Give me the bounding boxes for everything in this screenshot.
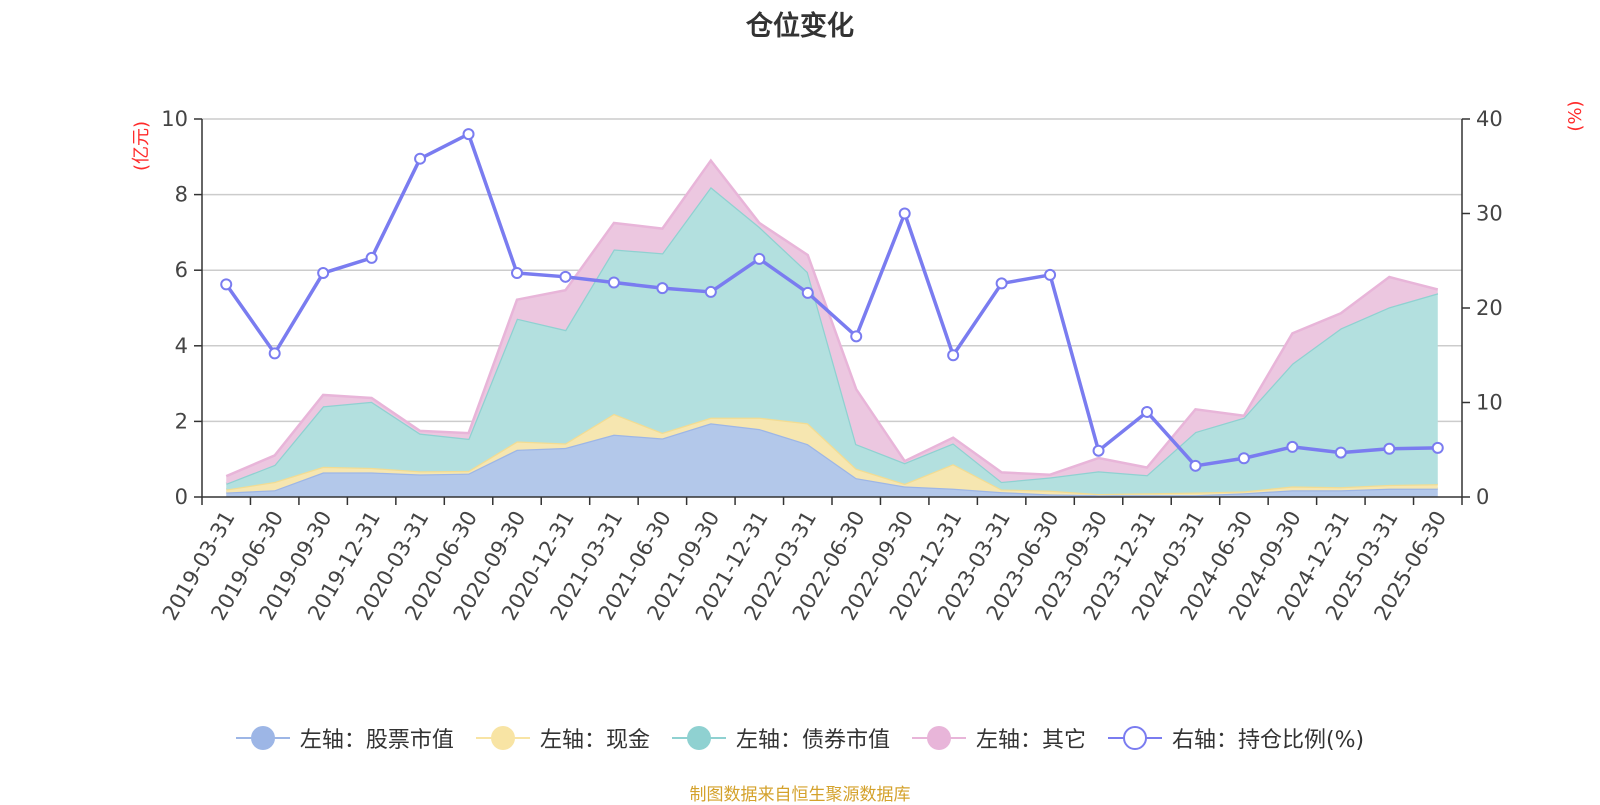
legend-item-stock[interactable]: 左轴：股票市值	[235, 722, 454, 754]
ratio-point	[607, 276, 620, 289]
left-axis-tick-label: 2	[175, 409, 188, 433]
legend-label: 左轴：股票市值	[299, 728, 454, 753]
ratio-line-path	[224, 132, 1438, 468]
ratio-point	[1237, 452, 1250, 465]
filled-circle-icon	[671, 723, 726, 753]
ratio-point	[511, 267, 523, 280]
ratio-point	[1334, 446, 1347, 459]
right-axis-tick-label: 40	[1476, 107, 1503, 131]
legend-label: 左轴：现金	[539, 728, 650, 753]
ratio-point	[1141, 405, 1153, 418]
legend-item-ratio[interactable]: 右轴：持仓比例(%)	[1107, 722, 1365, 754]
right-axis-tick-label: 30	[1476, 202, 1503, 226]
left-axis-tick-label: 4	[175, 334, 188, 358]
area-左轴：债券市值	[226, 187, 1438, 494]
hollow-circle-icon	[1107, 723, 1162, 753]
ratio-point	[559, 270, 572, 283]
ratio-point	[220, 278, 233, 291]
area-左轴：现金	[226, 413, 1438, 496]
legend-item-cash[interactable]: 左轴：现金	[475, 722, 650, 754]
ratio-point	[1189, 459, 1202, 472]
left-axis-tick-label: 6	[175, 258, 188, 282]
right-axis-tick-label: 0	[1476, 485, 1489, 509]
ratio-point	[1286, 440, 1299, 453]
ratio-point	[995, 277, 1008, 290]
right-axis-unit: (%)	[1565, 100, 1586, 131]
filled-circle-icon	[911, 723, 966, 753]
left-axis-tick-label: 0	[175, 485, 188, 509]
left-axis-tick-label: 8	[175, 183, 188, 207]
legend-label: 右轴：持仓比例(%)	[1171, 728, 1365, 753]
ratio-point	[656, 282, 669, 295]
legend-label: 左轴：债券市值	[735, 728, 890, 753]
ratio-point	[414, 152, 427, 165]
legend-label: 左轴：其它	[975, 728, 1086, 753]
ratio-point	[753, 252, 766, 265]
stacked-areas	[225, 158, 1439, 497]
left-axis-unit: (亿元)	[131, 121, 152, 171]
ratio-point	[898, 207, 911, 220]
ratio-point	[268, 347, 281, 360]
legend-item-other[interactable]: 左轴：其它	[911, 722, 1086, 754]
ratio-point	[704, 285, 717, 298]
ratio-point	[850, 330, 863, 343]
ratio-point	[1092, 444, 1105, 457]
right-axis-tick-label: 10	[1476, 391, 1503, 415]
ratio-point	[317, 267, 330, 280]
legend-item-bond[interactable]: 左轴：债券市值	[671, 722, 890, 754]
filled-circle-icon	[475, 723, 530, 753]
right-axis-tick-label: 20	[1476, 296, 1503, 320]
filled-circle-icon	[235, 723, 290, 753]
legend: 左轴：股票市值 左轴：现金 左轴：债券市值 左轴：其它 右轴：持仓比例(%)	[0, 722, 1600, 754]
area-edge-左轴：其它	[225, 158, 1439, 478]
ratio-point	[1044, 268, 1057, 281]
ratio-point	[365, 251, 378, 264]
ratio-point	[1431, 441, 1444, 454]
area-左轴：股票市值	[226, 423, 1438, 497]
chart-title: 仓位变化	[746, 11, 854, 42]
ratio-line	[220, 128, 1444, 472]
left-axis-tick-label: 10	[161, 107, 188, 131]
source-note: 制图数据来自恒生聚源数据库	[689, 785, 911, 805]
ratio-point	[462, 128, 475, 141]
ratio-point	[1383, 442, 1396, 455]
ratio-point	[801, 286, 814, 299]
ratio-point	[947, 349, 960, 362]
